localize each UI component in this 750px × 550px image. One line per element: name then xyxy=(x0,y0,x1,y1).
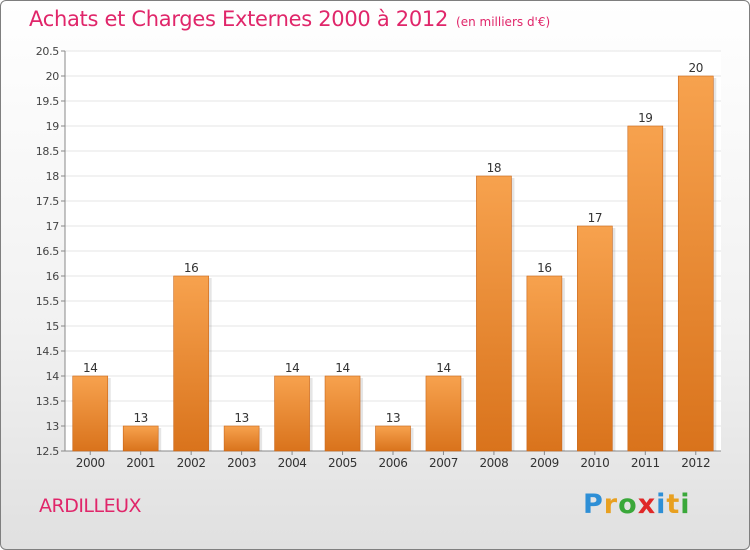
bar-value-label: 20 xyxy=(689,61,703,75)
proxiti-logo: Proxiti xyxy=(583,489,691,520)
bar xyxy=(274,375,310,452)
y-tick-label: 12.5 xyxy=(36,445,60,458)
x-tick-label: 2003 xyxy=(227,456,256,470)
chart-title: Achats et Charges Externes 2000 à 2012 (e… xyxy=(29,7,550,31)
bar-value-label: 14 xyxy=(335,361,349,375)
y-tick-label: 17.5 xyxy=(36,195,60,208)
y-tick-label: 16 xyxy=(46,270,60,283)
x-tick-label: 2006 xyxy=(379,456,408,470)
bar-value-label: 19 xyxy=(638,111,652,125)
y-tick-label: 20 xyxy=(46,70,60,83)
logo-letter: x xyxy=(637,489,657,520)
x-tick-label: 2001 xyxy=(126,456,155,470)
bar xyxy=(476,175,512,452)
bar xyxy=(375,425,411,452)
logo-letter: r xyxy=(603,489,619,520)
x-tick-label: 2004 xyxy=(278,456,307,470)
bar-value-label: 14 xyxy=(436,361,450,375)
bar-value-label: 16 xyxy=(537,261,551,275)
x-tick-label: 2011 xyxy=(631,456,660,470)
y-tick-label: 14 xyxy=(46,370,60,383)
commune-name: ARDILLEUX xyxy=(39,495,142,517)
y-tick-label: 13 xyxy=(46,420,60,433)
bar-value-label: 17 xyxy=(588,211,602,225)
x-tick-label: 2008 xyxy=(479,456,508,470)
x-tick-label: 2012 xyxy=(681,456,710,470)
chart-subtitle: (en milliers d'€) xyxy=(456,15,551,29)
logo-letter: t xyxy=(666,489,681,520)
bar xyxy=(324,375,361,452)
bar xyxy=(577,225,613,452)
y-tick-label: 18 xyxy=(46,170,60,183)
x-tick-label: 2000 xyxy=(76,456,105,470)
y-tick-label: 20.5 xyxy=(36,45,60,58)
x-tick-label: 2007 xyxy=(429,456,458,470)
bar-value-label: 16 xyxy=(184,261,198,275)
chart-title-text: Achats et Charges Externes 2000 à 2012 xyxy=(29,7,449,31)
y-tick-label: 15.5 xyxy=(36,295,60,308)
logo-letter: o xyxy=(618,489,638,520)
bar-value-label: 18 xyxy=(487,161,501,175)
bar xyxy=(627,125,664,452)
y-tick-label: 17 xyxy=(46,220,60,233)
logo-letter: i xyxy=(680,489,691,520)
y-tick-label: 13.5 xyxy=(36,395,60,408)
bar-value-label: 13 xyxy=(386,411,400,425)
bar xyxy=(72,375,109,452)
x-tick-label: 2010 xyxy=(580,456,609,470)
x-tick-label: 2009 xyxy=(530,456,559,470)
bar-value-label: 14 xyxy=(83,361,97,375)
y-tick-label: 19.5 xyxy=(36,95,60,108)
y-tick-label: 18.5 xyxy=(36,145,60,158)
bar xyxy=(122,425,159,452)
bar-value-label: 13 xyxy=(133,411,147,425)
bar xyxy=(223,425,260,452)
bar xyxy=(173,275,209,452)
x-tick-label: 2005 xyxy=(328,456,357,470)
bar xyxy=(526,275,563,452)
y-tick-label: 16.5 xyxy=(36,245,60,258)
bar xyxy=(677,75,714,452)
bar-value-label: 14 xyxy=(285,361,299,375)
y-tick-label: 19 xyxy=(46,120,60,133)
bar xyxy=(425,375,462,452)
y-tick-label: 15 xyxy=(46,320,60,333)
logo-letter: i xyxy=(656,489,667,520)
logo-letter: P xyxy=(583,489,604,520)
bar-value-label: 13 xyxy=(234,411,248,425)
x-tick-label: 2002 xyxy=(177,456,206,470)
y-tick-label: 14.5 xyxy=(36,345,60,358)
